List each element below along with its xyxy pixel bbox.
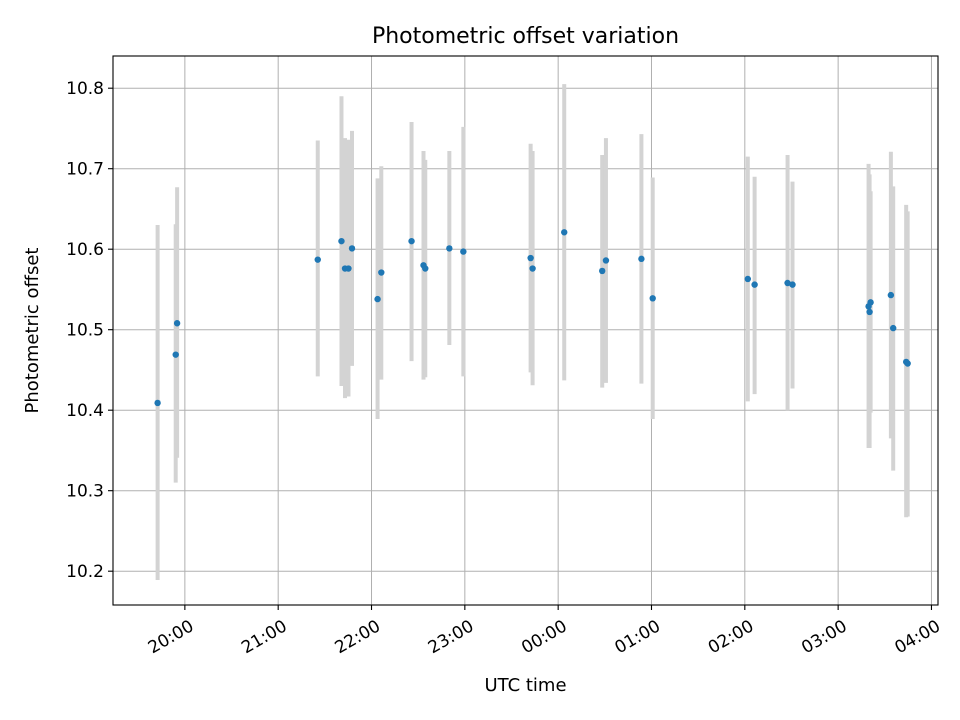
data-point (338, 237, 345, 245)
y-axis-ticks: 10.2 10.3 10.4 10.5 10.6 10.7 10.8 (66, 79, 113, 582)
data-point (154, 399, 161, 407)
data-point (602, 257, 610, 264)
data-point (172, 351, 179, 358)
data-point (561, 229, 568, 236)
data-point (422, 265, 429, 272)
data-point (649, 295, 656, 302)
data-point (890, 324, 897, 332)
data-point (378, 269, 385, 276)
data-point (348, 245, 356, 252)
data-point (867, 299, 874, 306)
y-tick-label: 10.7 (66, 160, 104, 180)
y-tick-label: 10.4 (66, 401, 104, 421)
data-point (887, 291, 895, 299)
data-point (784, 279, 791, 287)
plot-area (113, 56, 938, 605)
data-point (744, 275, 752, 283)
data-point (374, 295, 381, 303)
y-tick-label: 10.2 (66, 562, 104, 582)
data-point (173, 320, 181, 327)
data-point (345, 265, 352, 272)
y-tick-label: 10.3 (66, 482, 104, 502)
data-point (460, 248, 467, 255)
data-point (314, 256, 321, 263)
data-point (527, 254, 534, 262)
data-point (904, 360, 911, 367)
data-point (408, 237, 415, 245)
data-points (154, 229, 911, 407)
data-point (751, 281, 758, 288)
data-point (789, 281, 796, 288)
data-point (446, 245, 453, 252)
data-point (866, 308, 873, 316)
x-axis-label: UTC time (484, 675, 566, 696)
y-axis-label: Photometric offset (22, 248, 43, 414)
grid (113, 56, 938, 605)
axes-frame (112, 55, 939, 606)
data-point (599, 267, 606, 275)
data-point (529, 265, 536, 272)
y-tick-label: 10.6 (66, 240, 104, 260)
y-tick-label: 10.5 (66, 321, 104, 341)
chart-title: Photometric offset variation (372, 24, 679, 49)
y-tick-label: 10.8 (66, 79, 104, 99)
data-point (638, 255, 645, 263)
